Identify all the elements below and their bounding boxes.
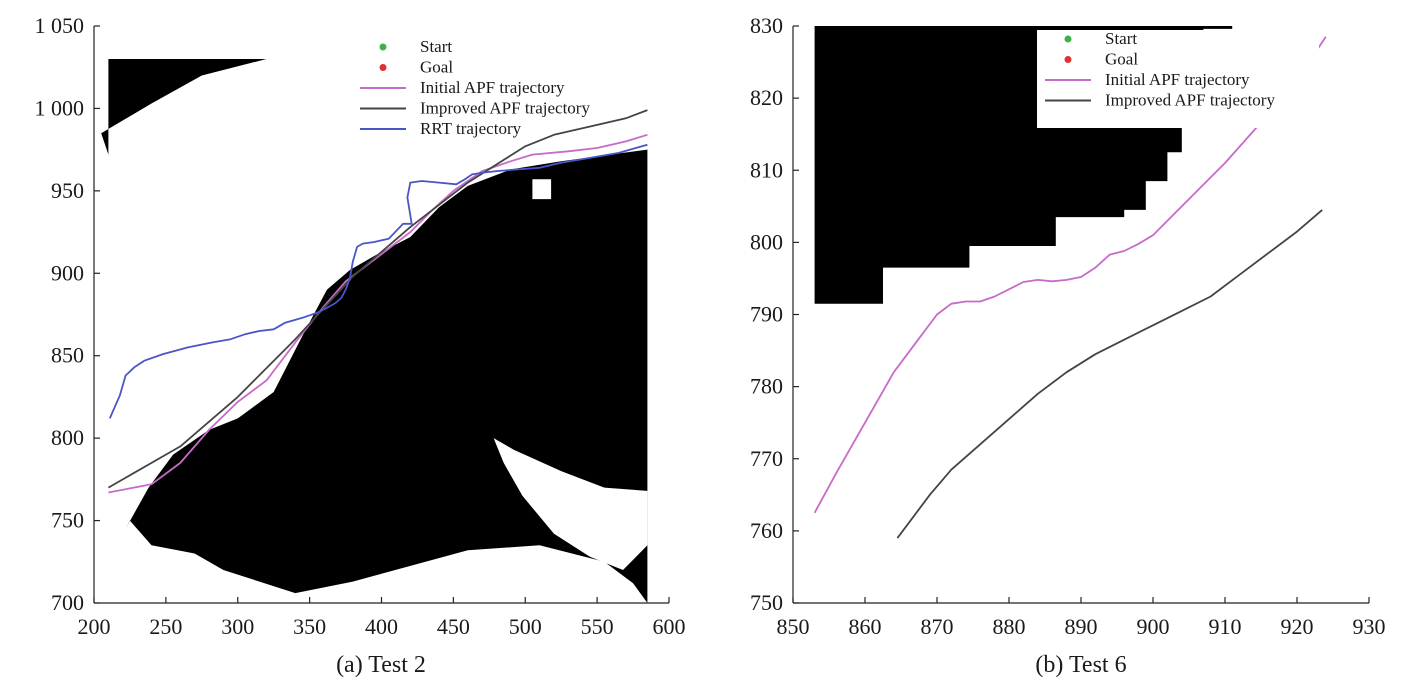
panel-test-2: 200 250 300 350 400 450 500 550 600 700 750 800 850 9… — [35, 13, 686, 678]
x-tick-label: 860 — [849, 614, 882, 639]
x-tick-label: 890 — [1065, 614, 1098, 639]
x-tick-label: 350 — [293, 614, 326, 639]
y-tick-label: 770 — [750, 446, 783, 471]
legend-label: Initial APF trajectory — [1105, 70, 1250, 89]
y-tick-label: 1 000 — [35, 95, 85, 120]
y-tick-label: 750 — [750, 590, 783, 615]
legend-symbol — [379, 64, 387, 71]
x-tick-label: 600 — [653, 614, 686, 639]
x-tick-label: 910 — [1209, 614, 1242, 639]
trajectory-layer-test-2 — [107, 109, 648, 494]
series-improved-apf-trajectory-test-2 — [107, 109, 648, 489]
legend-symbol — [1064, 35, 1072, 43]
x-tick-label: 200 — [78, 614, 111, 639]
y-tick-label: 830 — [750, 13, 783, 38]
panel-test-6: 850 860 870 880 890 900 910 920 930 750 760 770 780 7… — [750, 13, 1386, 678]
legend-label: Goal — [420, 58, 453, 77]
axes-test-6: 850 860 870 880 890 900 910 920 930 750 760 770 780 7… — [750, 13, 1386, 639]
x-tick-label: 500 — [509, 614, 542, 639]
x-tick-label: 550 — [581, 614, 614, 639]
x-tick-label: 880 — [993, 614, 1026, 639]
series-rrt-trajectory-test-2 — [108, 143, 648, 419]
y-tick-label: 780 — [750, 374, 783, 399]
y-tick-label: 800 — [750, 229, 783, 254]
legend-label: Start — [420, 37, 452, 56]
obstacle-island-1 — [493, 438, 648, 570]
axes-test-2: 200 250 300 350 400 450 500 550 600 700 750 800 850 9… — [35, 13, 686, 639]
obstacle-main-obstacle — [125, 149, 648, 603]
y-tick-label: 750 — [51, 508, 84, 533]
legend-label: Initial APF trajectory — [420, 78, 565, 97]
y-tick-label: 950 — [51, 178, 84, 203]
x-tick-label: 930 — [1353, 614, 1386, 639]
obstacle-island-2 — [532, 179, 552, 200]
x-tick-label: 850 — [777, 614, 810, 639]
y-tick-label: 820 — [750, 85, 783, 110]
x-tick-label: 450 — [437, 614, 470, 639]
y-tick-label: 810 — [750, 157, 783, 182]
legend-symbol — [1064, 56, 1072, 63]
y-tick-label: 790 — [750, 302, 783, 327]
y-tick-label: 1 050 — [35, 13, 85, 38]
legend-label: Goal — [1105, 50, 1138, 69]
x-tick-label: 400 — [365, 614, 398, 639]
legend-label: Start — [1105, 29, 1137, 48]
y-tick-label: 700 — [51, 590, 84, 615]
y-tick-label: 850 — [51, 343, 84, 368]
caption-test-2: (a) Test 2 — [336, 652, 426, 678]
x-tick-label: 870 — [921, 614, 954, 639]
x-tick-label: 250 — [149, 614, 182, 639]
legend-label: Improved APF trajectory — [1105, 91, 1275, 110]
obstacle-top-left-wedge — [101, 59, 267, 155]
x-tick-label: 920 — [1281, 614, 1314, 639]
trajectory-layer-test-6 — [813, 36, 1327, 539]
caption-test-6: (b) Test 6 — [1035, 652, 1126, 678]
x-tick-label: 900 — [1137, 614, 1170, 639]
legend-label: Improved APF trajectory — [420, 99, 590, 118]
obstacle-layer-test-2 — [101, 59, 648, 603]
series-initial-apf-trajectory-test-2 — [108, 133, 648, 494]
x-tick-label: 300 — [221, 614, 254, 639]
y-tick-label: 760 — [750, 518, 783, 543]
series-improved-apf-trajectory-test-6 — [896, 209, 1323, 539]
series-initial-apf-trajectory-test-6 — [813, 36, 1327, 514]
y-tick-label: 800 — [51, 425, 84, 450]
y-tick-label: 900 — [51, 260, 84, 285]
legend-label: RRT trajectory — [420, 119, 522, 138]
legend-symbol — [379, 43, 387, 51]
